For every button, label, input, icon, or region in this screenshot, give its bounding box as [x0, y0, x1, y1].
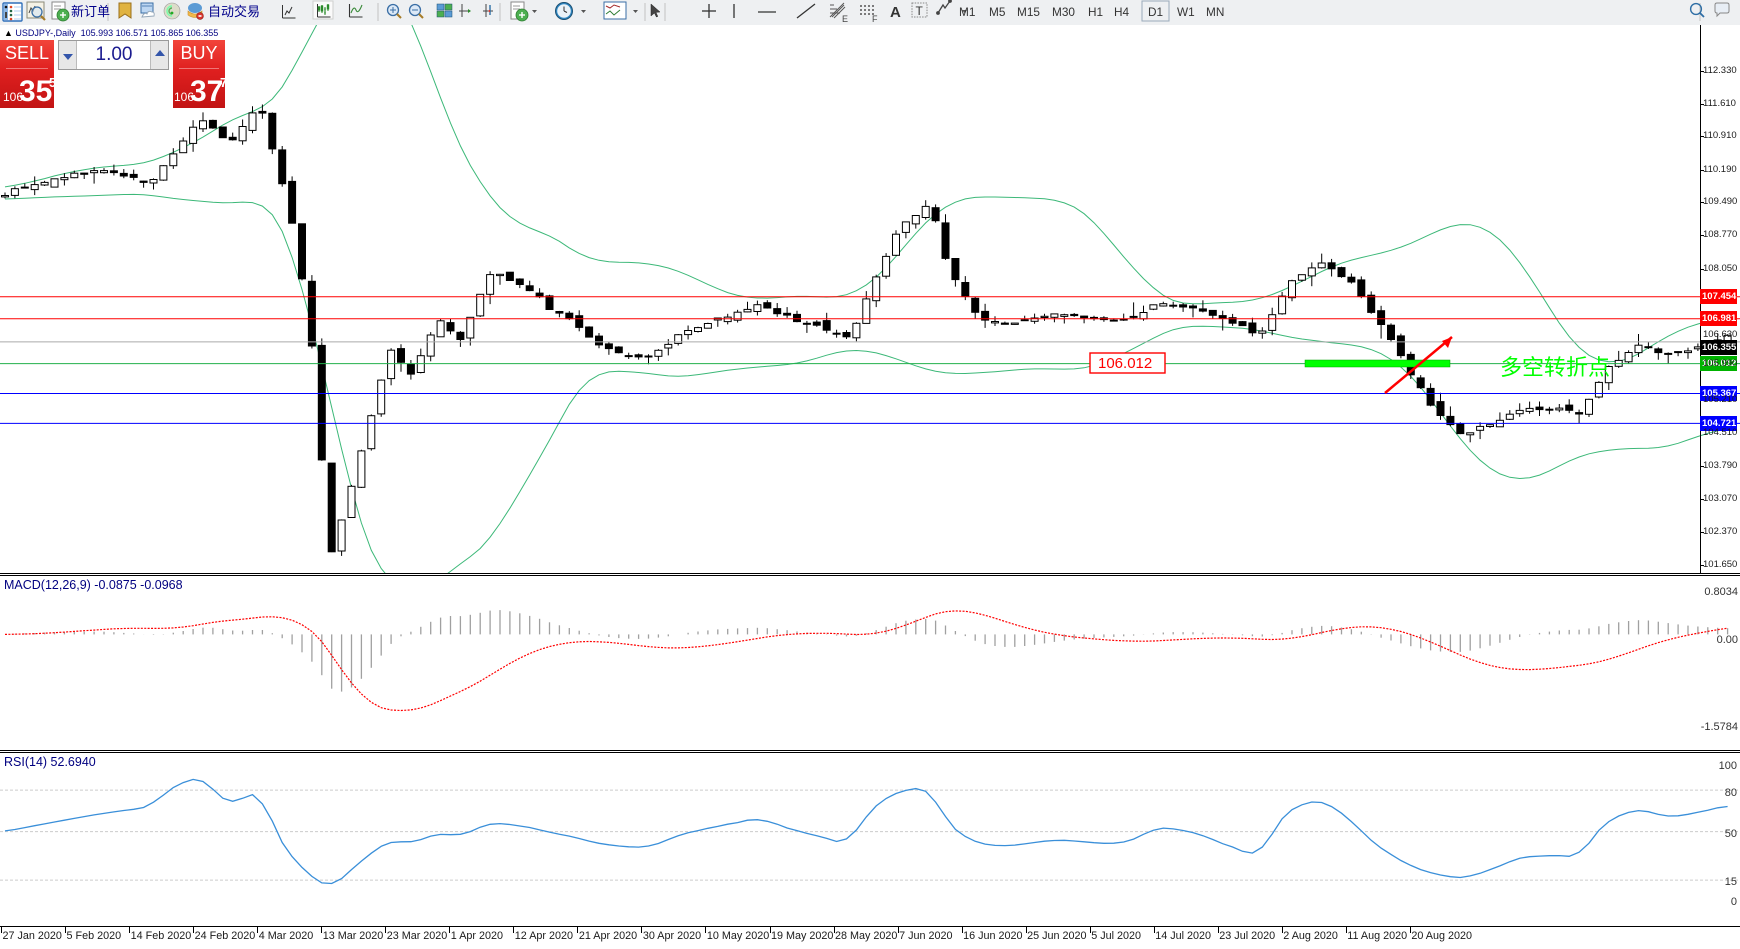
svg-text:H1: H1	[1088, 5, 1103, 19]
svg-text:106.012: 106.012	[1098, 355, 1152, 372]
svg-text:M5: M5	[989, 5, 1006, 19]
svg-text:多空转折点: 多空转折点	[1500, 355, 1610, 380]
svg-text:W1: W1	[1177, 5, 1195, 19]
svg-text:M1: M1	[959, 5, 975, 19]
svg-text:新订单: 新订单	[71, 4, 110, 19]
svg-text:H4: H4	[1114, 5, 1130, 19]
svg-text:M15: M15	[1017, 5, 1040, 19]
svg-text:F: F	[872, 14, 878, 24]
svg-text:T: T	[916, 4, 924, 18]
svg-text:E: E	[842, 14, 848, 24]
svg-text:A: A	[890, 4, 901, 21]
svg-text:MN: MN	[1206, 5, 1224, 19]
svg-text:自动交易: 自动交易	[208, 4, 260, 19]
svg-text:D1: D1	[1148, 5, 1163, 19]
svg-text:M30: M30	[1052, 5, 1075, 19]
